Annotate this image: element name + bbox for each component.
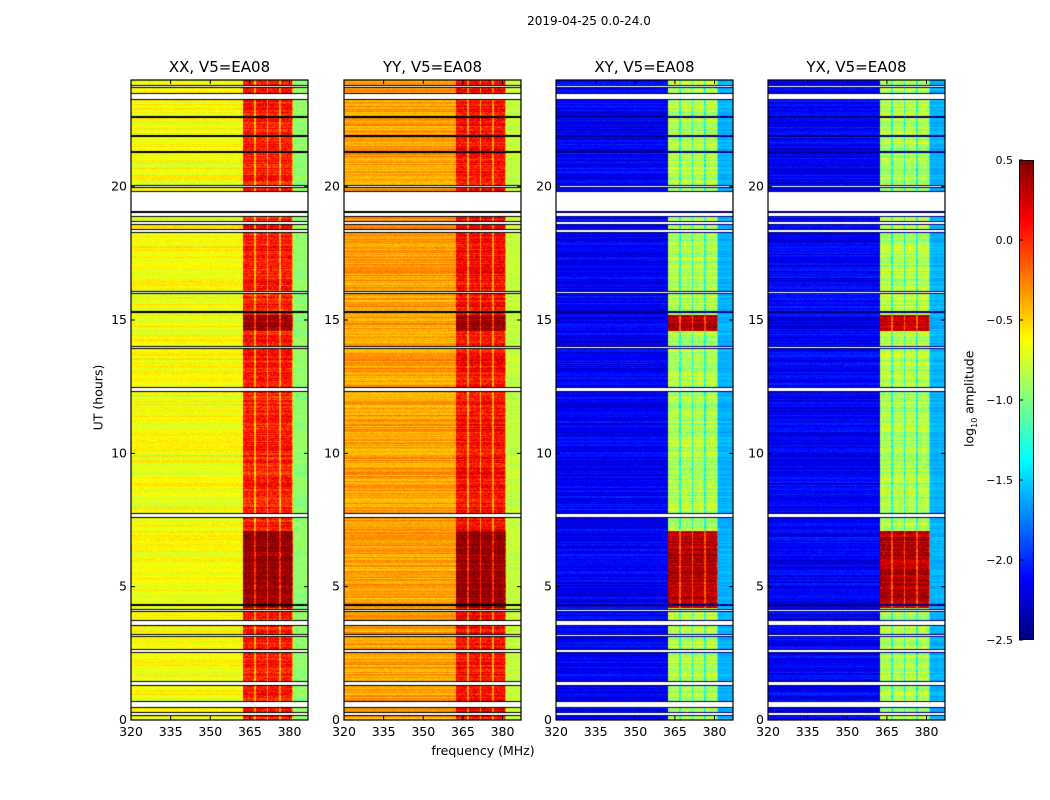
panel-yx: YX, V5=EA08 320 335 350 365 380 0 5 10 15 20 xyxy=(748,58,946,739)
y-tick-label: 15 xyxy=(748,312,764,327)
x-tick-label: 335 xyxy=(159,724,183,739)
panel-title: YX, V5=EA08 xyxy=(806,58,907,76)
y-tick-label: 20 xyxy=(536,179,552,194)
y-tick-label: 10 xyxy=(536,445,552,460)
panel-xy: XY, V5=EA08 320 335 350 365 380 0 5 10 15 20 xyxy=(536,58,734,739)
x-tick-label: 335 xyxy=(372,724,396,739)
x-tick-label: 350 xyxy=(411,724,435,739)
y-tick-label: 5 xyxy=(332,579,340,594)
axes-frame xyxy=(555,79,734,721)
colorbar-tick-label: −1.5 xyxy=(986,474,1013,487)
y-axis-label: UT (hours) xyxy=(90,364,106,431)
axes: 320 335 350 365 380 0 5 10 15 20 xyxy=(536,79,734,739)
y-tick-label: 10 xyxy=(111,445,127,460)
panel-title: XY, V5=EA08 xyxy=(594,58,695,76)
panel-title: XX, V5=EA08 xyxy=(168,58,271,76)
x-tick-label: 365 xyxy=(451,724,475,739)
y-tick-label: 15 xyxy=(536,312,552,327)
x-tick-label: 320 xyxy=(119,724,143,739)
colorbar-tick-label: −1.0 xyxy=(986,394,1013,407)
x-tick-label: 380 xyxy=(278,724,302,739)
axes: 320 335 350 365 380 0 5 10 15 20 xyxy=(111,79,309,739)
figure-title: 2019-04-25 0.0-24.0 xyxy=(527,14,651,28)
x-tick-label: 365 xyxy=(875,724,899,739)
y-tick-label: 5 xyxy=(119,579,127,594)
panel-title: YY, V5=EA08 xyxy=(382,58,483,76)
x-tick-label: 320 xyxy=(332,724,356,739)
x-tick-label: 380 xyxy=(703,724,727,739)
heatmap-xx xyxy=(131,80,308,720)
y-tick-label: 0 xyxy=(544,712,552,727)
y-tick-label: 10 xyxy=(324,445,340,460)
y-tick-label: 20 xyxy=(111,179,127,194)
x-tick-label: 350 xyxy=(835,724,859,739)
y-tick-label: 5 xyxy=(756,579,764,594)
x-tick-label: 335 xyxy=(584,724,608,739)
colorbar-tick-label: 0.0 xyxy=(996,234,1014,247)
axes-frame xyxy=(343,79,522,721)
heatmap-yx xyxy=(768,80,945,720)
x-tick-label: 335 xyxy=(796,724,820,739)
panel-xx: XX, V5=EA08 320 335 350 365 380 0 5 10 15 20 xyxy=(111,58,309,739)
x-tick-label: 350 xyxy=(198,724,222,739)
heatmap-xy xyxy=(556,80,733,720)
heatmap-yy xyxy=(344,80,521,720)
y-tick-label: 5 xyxy=(544,579,552,594)
colorbar-tick-label: −2.5 xyxy=(986,634,1013,647)
x-tick-label: 350 xyxy=(623,724,647,739)
y-tick-label: 20 xyxy=(324,179,340,194)
axes: 320 335 350 365 380 0 5 10 15 20 xyxy=(748,79,946,739)
x-tick-label: 380 xyxy=(915,724,939,739)
colorbar-label: log10 amplitude xyxy=(961,350,979,447)
axes: 320 335 350 365 380 0 5 10 15 20 xyxy=(324,79,522,739)
x-tick-label: 365 xyxy=(663,724,687,739)
axes-frame xyxy=(130,79,309,721)
y-tick-label: 0 xyxy=(119,712,127,727)
x-tick-label: 320 xyxy=(756,724,780,739)
x-tick-label: 320 xyxy=(544,724,568,739)
colorbar-tick-label: −2.0 xyxy=(986,554,1013,567)
axes-frame xyxy=(767,79,946,721)
panel-yy: YY, V5=EA08 320 335 350 365 380 0 5 10 15 20 xyxy=(324,58,522,739)
y-tick-label: 0 xyxy=(756,712,764,727)
y-tick-label: 15 xyxy=(324,312,340,327)
y-tick-label: 15 xyxy=(111,312,127,327)
colorbar-tick-label: −0.5 xyxy=(986,314,1013,327)
y-tick-label: 20 xyxy=(748,179,764,194)
colorbar-tick-label: 0.5 xyxy=(996,154,1014,167)
x-tick-label: 380 xyxy=(491,724,515,739)
x-tick-label: 365 xyxy=(238,724,262,739)
y-tick-label: 10 xyxy=(748,445,764,460)
y-tick-label: 0 xyxy=(332,712,340,727)
x-axis-label: frequency (MHz) xyxy=(431,743,535,758)
colorbar-ticks: 0.5 0.0 −0.5 −1.0 −1.5 −2.0 −2.5 xyxy=(986,154,1023,647)
